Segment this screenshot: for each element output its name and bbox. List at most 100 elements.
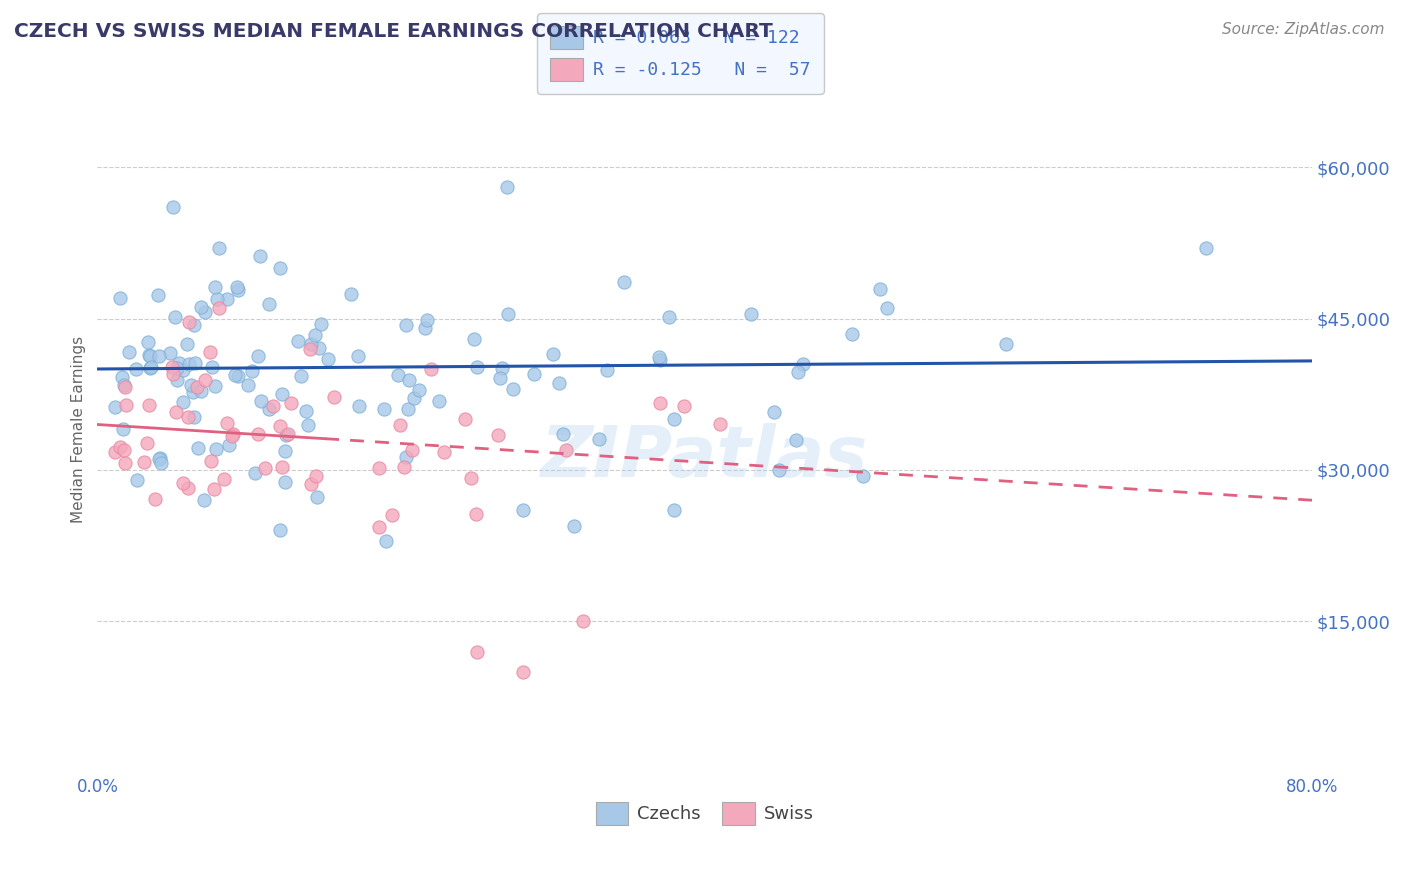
Point [190,384,212,398]
Point [347,399,370,413]
Point [226,283,249,297]
Point [198,344,221,359]
Point [114,457,136,471]
Point [115,398,138,412]
Point [166,361,188,376]
Point [496,180,519,194]
Point [202,482,225,496]
Point [112,378,135,392]
Point [295,404,318,418]
Point [193,493,215,508]
Point [763,405,786,419]
Point [269,418,291,433]
Point [994,336,1017,351]
Point [112,442,135,457]
Point [177,315,200,329]
Point [187,442,209,456]
Point [205,292,228,306]
Point [401,443,423,458]
Point [768,463,790,477]
Point [165,405,187,419]
Point [172,395,194,409]
Point [340,287,363,301]
Point [269,261,291,276]
Point [276,428,298,442]
Point [118,344,141,359]
Point [346,349,368,363]
Point [186,380,208,394]
Point [277,427,299,442]
Point [138,398,160,412]
Point [502,382,524,396]
Point [166,373,188,387]
Point [427,393,450,408]
Point [658,310,681,325]
Point [160,360,183,375]
Point [200,454,222,468]
Point [396,402,419,417]
Point [512,503,534,517]
Point [395,318,418,332]
Point [650,353,672,368]
Point [125,362,148,376]
Point [648,396,671,410]
Point [180,378,202,392]
Y-axis label: Median Female Earnings: Median Female Earnings [72,336,86,523]
Point [183,409,205,424]
Point [135,436,157,450]
Point [555,443,578,458]
Point [253,461,276,475]
Point [465,645,488,659]
Point [297,417,319,432]
Point [381,508,404,522]
Text: Source: ZipAtlas.com: Source: ZipAtlas.com [1222,22,1385,37]
Point [218,438,240,452]
Point [172,476,194,491]
Point [498,307,520,321]
Point [104,445,127,459]
Point [236,378,259,392]
Point [486,428,509,442]
Point [247,349,270,363]
Point [148,451,170,466]
Point [274,443,297,458]
Point [215,292,238,306]
Point [262,399,284,413]
Point [111,422,134,436]
Point [318,351,340,366]
Point [551,427,574,442]
Point [308,342,330,356]
Point [463,332,485,346]
Point [176,410,198,425]
Point [271,459,294,474]
Point [740,308,762,322]
Point [108,441,131,455]
Point [408,384,430,398]
Point [226,280,249,294]
Text: CZECH VS SWISS MEDIAN FEMALE EARNINGS CORRELATION CHART: CZECH VS SWISS MEDIAN FEMALE EARNINGS CO… [14,22,773,41]
Point [454,412,477,426]
Point [672,399,695,413]
Point [149,456,172,470]
Point [664,503,686,517]
Point [181,385,204,400]
Point [368,461,391,475]
Point [413,320,436,334]
Point [246,426,269,441]
Point [465,359,488,374]
Point [162,367,184,381]
Legend: Czechs, Swiss: Czechs, Swiss [588,795,821,832]
Point [311,317,333,331]
Point [204,279,226,293]
Point [177,481,200,495]
Point [212,472,235,486]
Point [548,376,571,390]
Point [290,368,312,383]
Point [271,387,294,401]
Point [108,291,131,305]
Point [201,359,224,374]
Point [183,318,205,332]
Point [139,349,162,363]
Point [194,305,217,319]
Point [184,356,207,370]
